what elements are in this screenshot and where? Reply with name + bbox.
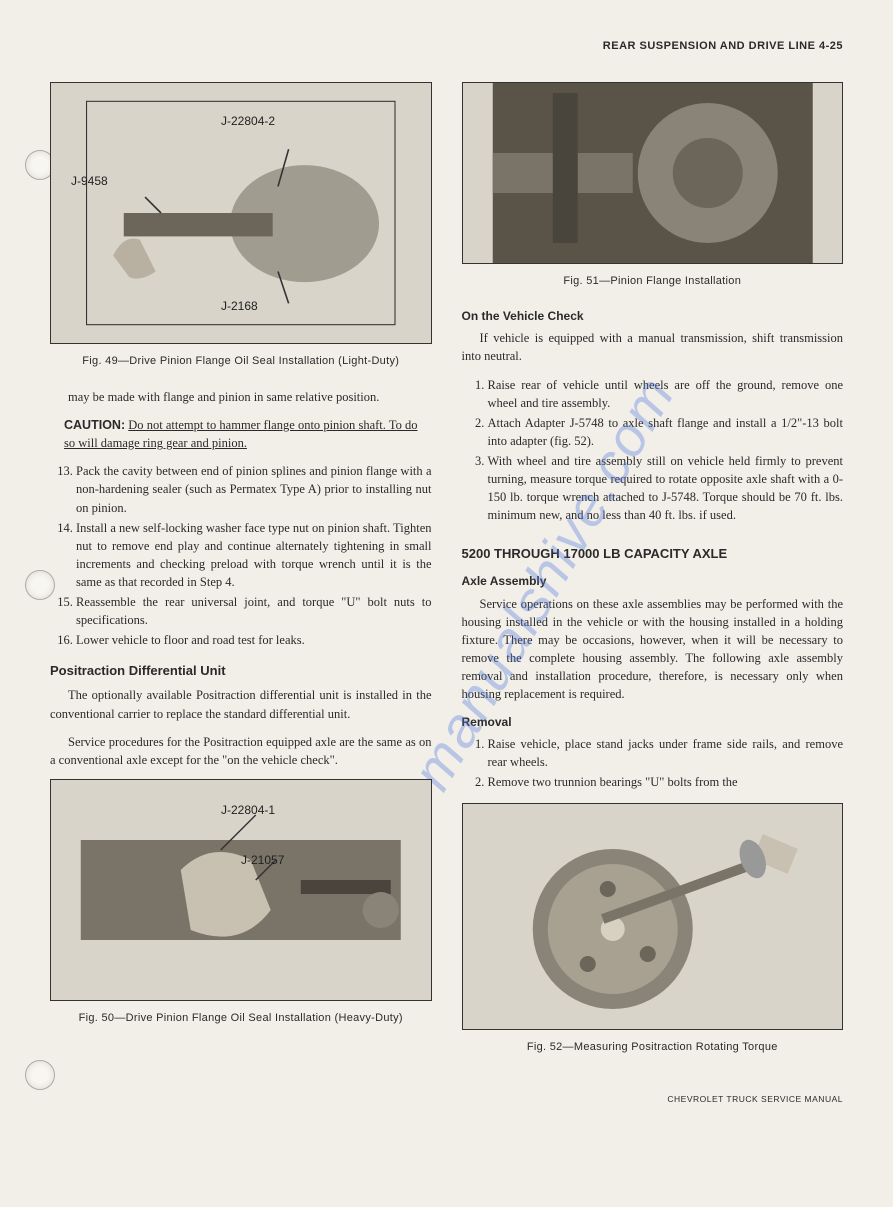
fig49-label-b: J-9458 [71, 173, 108, 190]
positraction-heading: Positraction Differential Unit [50, 662, 432, 681]
fig51-caption: Fig. 51—Pinion Flange Installation [462, 274, 844, 290]
figure-49: J-22804-2 J-9458 J-2168 [50, 82, 432, 344]
fig52-caption: Fig. 52—Measuring Positraction Rotating … [462, 1040, 844, 1056]
check-step-3: With wheel and tire assembly still on ve… [488, 452, 844, 525]
check-step-2: Attach Adapter J-5748 to axle shaft flan… [488, 414, 844, 450]
figure-51 [462, 82, 844, 264]
left-column: J-22804-2 J-9458 J-2168 Fig. 49—Drive Pi… [50, 82, 432, 1074]
assembly-paragraph: Service operations on these axle assembl… [462, 595, 844, 704]
fig51-illustration [463, 83, 843, 263]
page-footer: CHEVROLET TRUCK SERVICE MANUAL [50, 1094, 843, 1104]
positraction-p1: The optionally available Positraction di… [50, 686, 432, 722]
fig50-label-a: J-22804-1 [221, 802, 275, 819]
positraction-p2: Service procedures for the Positraction … [50, 733, 432, 769]
removal-step-2: Remove two trunnion bearings "U" bolts f… [488, 773, 844, 791]
figure-50: J-22804-1 J-21057 [50, 779, 432, 1001]
content-columns: J-22804-2 J-9458 J-2168 Fig. 49—Drive Pi… [50, 82, 843, 1074]
fig50-caption: Fig. 50—Drive Pinion Flange Oil Seal Ins… [50, 1011, 432, 1027]
capacity-heading: 5200 THROUGH 17000 LB CAPACITY AXLE [462, 545, 844, 564]
caution-label: CAUTION: [64, 418, 125, 432]
step-13: Pack the cavity between end of pinion sp… [76, 462, 432, 516]
removal-step-1: Raise vehicle, place stand jacks under f… [488, 735, 844, 771]
step-14: Install a new self-locking washer face t… [76, 519, 432, 592]
figure-52 [462, 803, 844, 1030]
fig50-label-b: J-21057 [241, 852, 284, 869]
page-header: REAR SUSPENSION AND DRIVE LINE 4-25 [50, 40, 843, 52]
punch-hole [25, 1060, 55, 1090]
check-intro: If vehicle is equipped with a manual tra… [462, 329, 844, 365]
removal-heading: Removal [462, 714, 844, 731]
right-column: Fig. 51—Pinion Flange Installation On th… [462, 82, 844, 1074]
flange-paragraph: may be made with flange and pinion in sa… [50, 388, 432, 406]
check-steps: Raise rear of vehicle until wheels are o… [462, 376, 844, 525]
vehicle-check-heading: On the Vehicle Check [462, 308, 844, 325]
fig49-illustration [70, 96, 412, 330]
check-step-1: Raise rear of vehicle until wheels are o… [488, 376, 844, 412]
removal-steps: Raise vehicle, place stand jacks under f… [462, 735, 844, 791]
install-steps: Pack the cavity between end of pinion sp… [50, 462, 432, 649]
fig49-label-a: J-22804-2 [221, 113, 275, 130]
step-16: Lower vehicle to floor and road test for… [76, 631, 432, 649]
caution-block: CAUTION: Do not attempt to hammer flange… [64, 416, 418, 452]
fig49-caption: Fig. 49—Drive Pinion Flange Oil Seal Ins… [50, 354, 432, 370]
assembly-heading: Axle Assembly [462, 573, 844, 590]
punch-hole [25, 570, 55, 600]
fig52-illustration [463, 804, 843, 1029]
step-15: Reassemble the rear universal joint, and… [76, 593, 432, 629]
fig49-label-c: J-2168 [221, 298, 258, 315]
